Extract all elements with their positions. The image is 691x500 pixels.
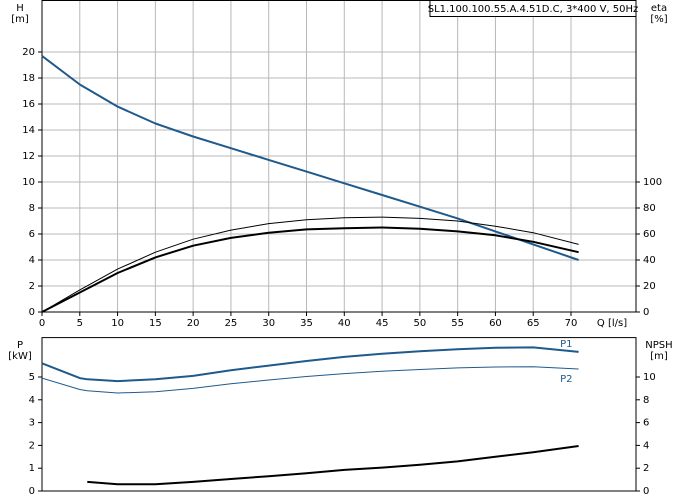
y-tick-label: 2	[29, 440, 35, 451]
x-tick-label: 50	[413, 318, 426, 329]
series-line	[41, 346, 579, 383]
y-tick-label: 5	[29, 372, 35, 383]
y2-tick-label: 0	[643, 307, 649, 318]
x-tick-label: 25	[225, 318, 238, 329]
y2-tick-label: 20	[643, 281, 656, 292]
x-tick-label: 5	[77, 318, 83, 329]
y-tick-label: 4	[29, 395, 35, 406]
series-line	[41, 216, 579, 313]
y-axis-unit: [m]	[11, 14, 29, 25]
y-tick-label: 8	[29, 203, 35, 214]
series-line	[87, 445, 579, 486]
y2-tick-label: 80	[643, 203, 656, 214]
y-tick-label: 20	[22, 47, 35, 58]
y-axis-unit: [kW]	[8, 351, 32, 362]
x-axis-label: Q [l/s]	[597, 318, 627, 329]
x-tick-label: 60	[489, 318, 502, 329]
y2-tick-label: 0	[643, 486, 649, 497]
x-tick-label: 70	[565, 318, 578, 329]
y2-tick-label: 2	[643, 463, 649, 474]
y-axis-label: H	[16, 3, 24, 14]
y-tick-label: 3	[29, 418, 35, 429]
chart-title: SL1.100.100.55.A.4.51D.C, 3*400 V, 50Hz	[428, 4, 639, 15]
y2-axis-label: NPSH	[645, 340, 672, 351]
series-label: P2	[560, 374, 572, 385]
series-label: P1	[560, 339, 572, 350]
y2-axis-unit: [%]	[650, 14, 667, 25]
y-tick-label: 0	[29, 307, 35, 318]
y2-tick-label: 100	[643, 177, 662, 188]
y-tick-label: 6	[29, 229, 35, 240]
series-line	[41, 366, 579, 394]
y2-tick-label: 4	[643, 440, 649, 451]
x-tick-label: 15	[149, 318, 162, 329]
y2-tick-label: 6	[643, 418, 649, 429]
plot-frame	[41, 0, 637, 313]
y2-tick-label: 60	[643, 229, 656, 240]
y-tick-label: 4	[29, 255, 35, 266]
y2-axis-label: eta	[651, 3, 667, 14]
y-tick-label: 1	[29, 463, 35, 474]
y2-tick-label: 8	[643, 395, 649, 406]
y-tick-label: 14	[22, 125, 35, 136]
y2-tick-label: 40	[643, 255, 656, 266]
series-line	[41, 55, 579, 261]
title-box	[429, 0, 637, 17]
x-tick-label: 20	[187, 318, 200, 329]
y-tick-label: 10	[22, 177, 35, 188]
x-tick-label: 0	[39, 318, 45, 329]
x-tick-label: 35	[300, 318, 313, 329]
y-tick-label: 2	[29, 281, 35, 292]
y-tick-label: 18	[22, 73, 35, 84]
plot-frame	[41, 337, 637, 492]
x-tick-label: 65	[527, 318, 540, 329]
x-tick-label: 45	[376, 318, 389, 329]
y-tick-label: 12	[22, 151, 35, 162]
y-tick-label: 0	[29, 486, 35, 497]
x-tick-label: 30	[262, 318, 275, 329]
y-tick-label: 16	[22, 99, 35, 110]
y2-tick-label: 10	[643, 372, 656, 383]
x-tick-label: 40	[338, 318, 351, 329]
x-tick-label: 55	[451, 318, 464, 329]
y-axis-label: P	[17, 340, 23, 351]
y2-axis-unit: [m]	[650, 351, 668, 362]
series-line	[41, 226, 579, 313]
x-tick-label: 10	[111, 318, 124, 329]
